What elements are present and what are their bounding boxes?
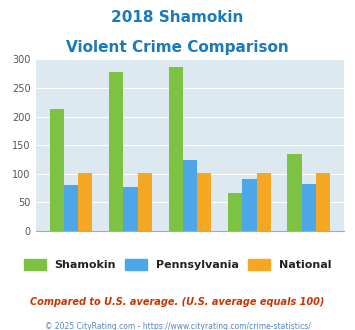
Bar (228, 193, 242, 231)
Bar (302, 183, 316, 231)
Bar (316, 173, 330, 231)
Bar (169, 67, 183, 231)
Bar (288, 154, 302, 231)
Bar (78, 173, 92, 231)
Bar (242, 179, 257, 231)
Bar (183, 159, 197, 231)
Bar (257, 173, 271, 231)
Text: © 2025 CityRating.com - https://www.cityrating.com/crime-statistics/: © 2025 CityRating.com - https://www.city… (45, 322, 310, 330)
Legend: Shamokin, Pennsylvania, National: Shamokin, Pennsylvania, National (20, 255, 335, 273)
Text: Compared to U.S. average. (U.S. average equals 100): Compared to U.S. average. (U.S. average … (30, 297, 325, 307)
Bar (109, 72, 123, 231)
Bar (123, 187, 138, 231)
Bar (197, 173, 211, 231)
Bar (138, 173, 152, 231)
Text: 2018 Shamokin: 2018 Shamokin (111, 10, 244, 25)
Bar (64, 185, 78, 231)
Bar (50, 109, 64, 231)
Text: Violent Crime Comparison: Violent Crime Comparison (66, 40, 289, 54)
